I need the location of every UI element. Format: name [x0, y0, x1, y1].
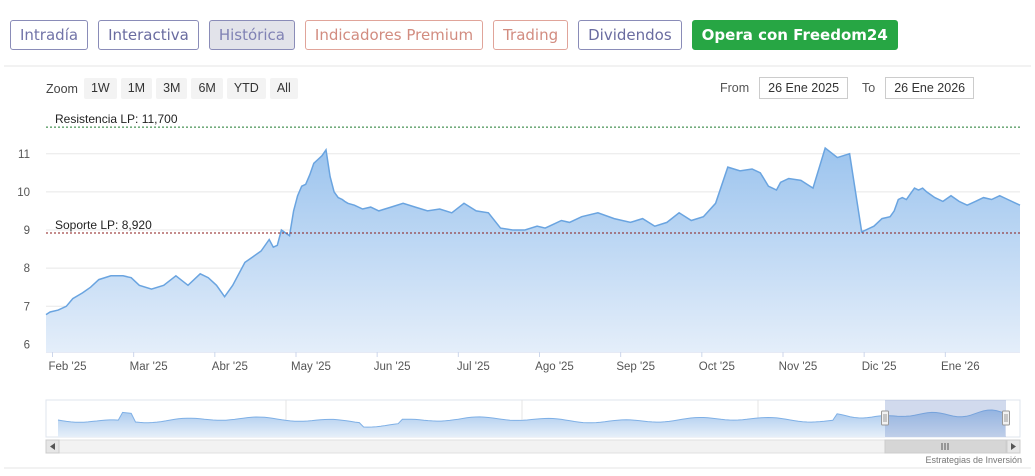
- support-label: Soporte LP: 8,920: [55, 218, 152, 232]
- tab-intradia[interactable]: Intradía: [10, 20, 89, 50]
- chart-credit: Estrategias de Inversión: [925, 455, 1022, 465]
- navigator-line: [57, 409, 1006, 428]
- navigator-right-handle[interactable]: [1002, 410, 1010, 426]
- zoom-bar: Zoom 1W 1M 3M 6M YTD All: [46, 78, 298, 99]
- range-from-label: From: [720, 81, 750, 95]
- navigator-area: [58, 410, 1005, 437]
- navigator-selection: [885, 400, 1006, 437]
- zoom-ytd-button[interactable]: YTD: [226, 78, 266, 99]
- zoom-label: Zoom: [46, 81, 78, 96]
- scrollbar-track[interactable]: [45, 439, 1021, 454]
- zoom-1m-button[interactable]: 1M: [120, 78, 153, 99]
- range-to-label: To: [862, 81, 876, 95]
- resistance-label: Resistencia LP: 11,700: [55, 112, 178, 126]
- y-tick-label: 7: [24, 301, 30, 313]
- x-tick-label: Jul '25: [457, 361, 490, 373]
- tab-premium[interactable]: Indicadores Premium: [304, 20, 484, 50]
- y-tick-label: 11: [18, 149, 30, 161]
- tab-freedom[interactable]: Opera con Freedom24: [691, 20, 898, 50]
- x-tick-label: Jun '25: [374, 361, 411, 373]
- chart-mode-tabs: Intradía Interactiva Histórica Indicadores …: [10, 20, 898, 50]
- x-tick-label: Feb '25: [48, 361, 86, 373]
- y-tick-label: 9: [24, 225, 30, 237]
- x-tick-label: Nov '25: [779, 361, 818, 373]
- scroll-left-arrow-icon: [50, 443, 55, 450]
- zoom-3m-button[interactable]: 3M: [156, 78, 188, 99]
- navigator: 202020222024: [57, 400, 1010, 437]
- scroll-right-arrow-icon: [1011, 443, 1016, 450]
- range-from-input[interactable]: 26 Ene 2025: [759, 77, 849, 99]
- x-tick-label: Ago '25: [535, 361, 574, 373]
- y-tick-label: 8: [24, 263, 30, 275]
- zoom-all-button[interactable]: All: [269, 78, 298, 99]
- range-from: From 26 Ene 2025: [720, 77, 849, 99]
- zoom-6m-button[interactable]: 6M: [191, 78, 223, 99]
- x-tick-label: Oct '25: [699, 361, 735, 373]
- tab-historica[interactable]: Histórica: [208, 20, 295, 50]
- x-tick-label: Sep '25: [616, 361, 655, 373]
- x-tick-label: May '25: [291, 361, 331, 373]
- x-tick-label: Dic '25: [862, 361, 897, 373]
- price-area: [46, 148, 1020, 352]
- tab-trading[interactable]: Trading: [493, 20, 569, 50]
- navigator-left-handle[interactable]: [881, 410, 889, 426]
- y-tick-label: 10: [17, 187, 30, 199]
- x-tick-label: Abr '25: [212, 361, 248, 373]
- zoom-1w-button[interactable]: 1W: [83, 78, 117, 99]
- x-tick-label: Mar '25: [130, 361, 168, 373]
- price-line: [45, 146, 1021, 316]
- tab-dividendos[interactable]: Dividendos: [578, 20, 682, 50]
- range-to-input[interactable]: 26 Ene 2026: [885, 77, 975, 99]
- x-tick-label: Ene '26: [941, 361, 980, 373]
- y-tick-label: 6: [24, 339, 30, 351]
- range-to: To 26 Ene 2026: [862, 77, 975, 99]
- tab-interactiva[interactable]: Interactiva: [98, 20, 199, 50]
